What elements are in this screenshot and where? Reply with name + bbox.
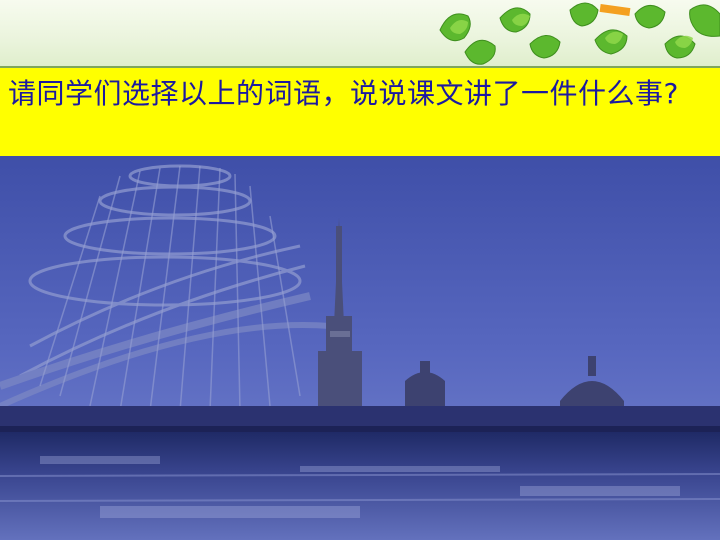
question-text: 请同学们选择以上的词语，说说课文讲了一件什么事? (8, 77, 679, 110)
cathedral-spire (318, 218, 362, 411)
leaves-decoration (439, 2, 720, 65)
river (0, 432, 720, 540)
question-box: 请同学们选择以上的词语，说说课文讲了一件什么事? (0, 68, 720, 156)
spiral-tower (0, 164, 331, 409)
cityscape-photo (0, 156, 720, 540)
banner-divider (0, 66, 720, 69)
top-banner (0, 0, 720, 68)
tower-lattice (39, 165, 301, 412)
